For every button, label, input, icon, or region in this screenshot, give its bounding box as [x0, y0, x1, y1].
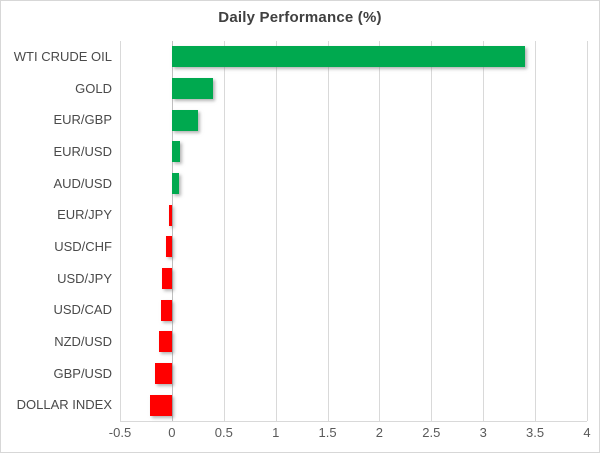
category-label: EUR/GBP: [53, 112, 112, 128]
bar: [161, 268, 172, 289]
category-label: EUR/USD: [53, 143, 112, 159]
plot-bottom-border: [120, 421, 587, 422]
x-tick-label: 1.5: [318, 425, 337, 440]
bar: [171, 109, 198, 131]
bar: [171, 78, 214, 99]
gridline: [483, 41, 485, 421]
category-label: NZD/USD: [54, 333, 112, 349]
bar: [171, 141, 181, 163]
gridline: [275, 41, 277, 421]
category-label: GBP/USD: [53, 365, 112, 381]
gridline: [535, 41, 537, 421]
x-tick-label: 3.5: [526, 425, 545, 440]
category-label: EUR/JPY: [57, 207, 112, 223]
bar: [155, 363, 172, 384]
value-axis: -0.5 0 0.5 1 1.5 2 2.5 3 3.5 4: [109, 421, 591, 447]
chart-title: Daily Performance (%): [218, 9, 382, 26]
gridline: [327, 41, 329, 421]
category-label: DOLLAR INDEX: [16, 397, 112, 413]
x-tick-label: 1: [272, 425, 280, 440]
gridline: [223, 41, 225, 421]
x-tick-label: 0.5: [214, 425, 233, 440]
x-tick-label: -0.5: [108, 425, 132, 440]
gridline: [120, 41, 121, 421]
x-tick-label: 3: [479, 425, 487, 440]
bar: [159, 331, 172, 353]
plot-area: [120, 41, 588, 421]
bar: [171, 173, 180, 194]
category-label: GOLD: [75, 80, 112, 96]
gridline: [431, 41, 433, 421]
x-tick-label: 0: [168, 425, 176, 440]
bar: [150, 394, 172, 416]
x-tick-label: 2.5: [422, 425, 441, 440]
bar: [165, 236, 172, 258]
category-label: USD/JPY: [57, 270, 112, 286]
x-tick-label: 4: [583, 425, 591, 440]
category-label: WTI CRUDE OIL: [13, 48, 112, 64]
category-label: USD/CHF: [54, 238, 112, 254]
bar: [160, 299, 172, 321]
x-tick-label: 2: [375, 425, 383, 440]
zero-axis-line: [171, 41, 173, 421]
category-label: USD/CAD: [53, 302, 112, 318]
category-label: AUD/USD: [53, 175, 112, 191]
bar: [171, 46, 525, 68]
gridline: [379, 41, 381, 421]
bar: [168, 204, 172, 226]
gridline: [587, 41, 588, 421]
